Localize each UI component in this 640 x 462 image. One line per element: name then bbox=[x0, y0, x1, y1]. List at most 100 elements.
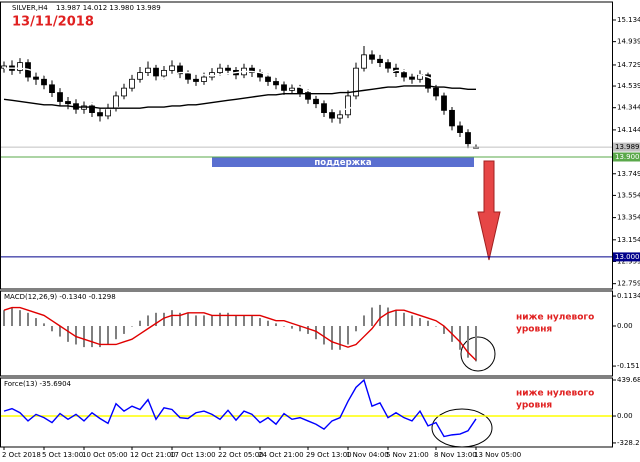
y-tick-label: 14.144 bbox=[617, 126, 640, 134]
level-label: 13.000 bbox=[615, 253, 640, 261]
y-tick-label: 13.354 bbox=[617, 214, 640, 222]
histogram-bar bbox=[171, 310, 173, 327]
histogram-bar bbox=[307, 326, 309, 334]
level-label: 13.900 bbox=[615, 153, 640, 161]
moving-average bbox=[4, 67, 477, 118]
histogram-bar bbox=[123, 326, 125, 334]
histogram-bar bbox=[115, 326, 117, 340]
histogram-bar bbox=[275, 323, 277, 327]
level-label-box bbox=[613, 152, 640, 162]
candle-body bbox=[41, 78, 47, 86]
candle-body bbox=[17, 62, 23, 71]
y-tick-label: 13.154 bbox=[617, 236, 640, 244]
histogram-bar bbox=[51, 326, 53, 332]
x-tick-label: 5 Nov 21:00 bbox=[386, 451, 429, 459]
candle-body bbox=[321, 103, 327, 113]
panel-frame bbox=[0, 377, 613, 448]
histogram-bar bbox=[427, 320, 429, 327]
y-tick-label: 439.6867 bbox=[617, 376, 640, 384]
histogram-bar bbox=[131, 326, 133, 327]
y-tick-label: 14.939 bbox=[617, 38, 640, 46]
histogram-bar bbox=[91, 326, 93, 348]
histogram-bar bbox=[363, 315, 365, 327]
x-tick-label: 1 Nov 04:00 bbox=[346, 451, 389, 459]
candle-body bbox=[185, 73, 191, 80]
candle-body bbox=[49, 84, 55, 93]
candle-body bbox=[441, 95, 447, 111]
candle-body bbox=[313, 98, 319, 105]
candle-body bbox=[121, 87, 127, 97]
histogram-bar bbox=[59, 326, 61, 337]
candle-body bbox=[385, 62, 391, 69]
chart-title: SILVER,H4 bbox=[12, 4, 48, 12]
candle-body bbox=[433, 87, 439, 97]
annotation: уровня bbox=[516, 401, 552, 411]
candle-body bbox=[65, 101, 71, 105]
x-tick-label: 17 Oct 13:00 bbox=[170, 451, 216, 459]
candle-body bbox=[465, 132, 471, 145]
histogram-bar bbox=[19, 310, 21, 327]
histogram-bar bbox=[355, 326, 357, 332]
x-tick-label: 22 Oct 05:00 bbox=[218, 451, 264, 459]
candle-body bbox=[353, 67, 359, 97]
support-label: поддержка bbox=[314, 158, 372, 168]
histogram-bar bbox=[99, 326, 101, 348]
level-label-box bbox=[613, 252, 640, 262]
histogram-bar bbox=[35, 318, 37, 327]
candle-body bbox=[145, 67, 151, 74]
histogram-bar bbox=[195, 315, 197, 327]
candle-body bbox=[401, 72, 407, 78]
candle-body bbox=[281, 84, 287, 91]
histogram-bar bbox=[411, 315, 413, 327]
candle-body bbox=[409, 76, 415, 80]
candle-body bbox=[361, 54, 367, 69]
y-tick-label: 14.729 bbox=[617, 61, 640, 69]
down-arrow bbox=[477, 160, 501, 261]
x-tick-label: 24 Oct 21:00 bbox=[258, 451, 304, 459]
histogram-bar bbox=[283, 326, 285, 327]
y-tick-label: 13.554 bbox=[617, 191, 640, 199]
candle-body bbox=[209, 72, 215, 78]
histogram-bar bbox=[347, 326, 349, 345]
y-tick-label: 14.344 bbox=[617, 104, 640, 112]
histogram-bar bbox=[75, 326, 77, 345]
candle-body bbox=[33, 76, 39, 80]
histogram-bar bbox=[27, 312, 29, 327]
histogram-bar bbox=[331, 326, 333, 350]
y-tick-label: 12.959 bbox=[617, 257, 640, 265]
candle-body bbox=[305, 92, 311, 100]
histogram-bar bbox=[203, 315, 205, 327]
annotation: ниже нулевого bbox=[516, 389, 594, 399]
candle-body bbox=[377, 58, 383, 64]
candle-body bbox=[217, 67, 223, 74]
candle-body bbox=[225, 67, 231, 71]
candle-body bbox=[153, 67, 159, 77]
histogram-bar bbox=[315, 326, 317, 340]
candle-body bbox=[449, 109, 455, 127]
histogram-bar bbox=[299, 326, 301, 332]
y-tick-label: 0.1134 bbox=[617, 292, 640, 300]
indicator-line bbox=[3, 378, 477, 438]
candle-body bbox=[265, 76, 271, 82]
histogram-bar bbox=[211, 315, 213, 327]
y-tick-label: -0.1518 bbox=[617, 362, 640, 370]
moving-average bbox=[3, 85, 476, 109]
histogram-bar bbox=[323, 326, 325, 345]
annotation: уровня bbox=[516, 325, 552, 335]
histogram-bar bbox=[139, 320, 141, 327]
histogram-bar bbox=[163, 312, 165, 327]
candle-body bbox=[337, 114, 343, 119]
date-annotation: 13/11/2018 bbox=[12, 15, 94, 30]
histogram-bar bbox=[3, 310, 5, 327]
histogram-bar bbox=[259, 318, 261, 327]
y-tick-label: 14.539 bbox=[617, 82, 640, 90]
histogram-bar bbox=[67, 326, 69, 342]
histogram-bar bbox=[243, 315, 245, 327]
panel-title: MACD(12,26,9) -0.1340 -0.1298 bbox=[4, 293, 116, 301]
histogram-bar bbox=[155, 312, 157, 327]
histogram-bar bbox=[187, 312, 189, 327]
histogram-bar bbox=[291, 326, 293, 329]
histogram-bar bbox=[395, 310, 397, 327]
histogram-bar bbox=[107, 326, 109, 345]
